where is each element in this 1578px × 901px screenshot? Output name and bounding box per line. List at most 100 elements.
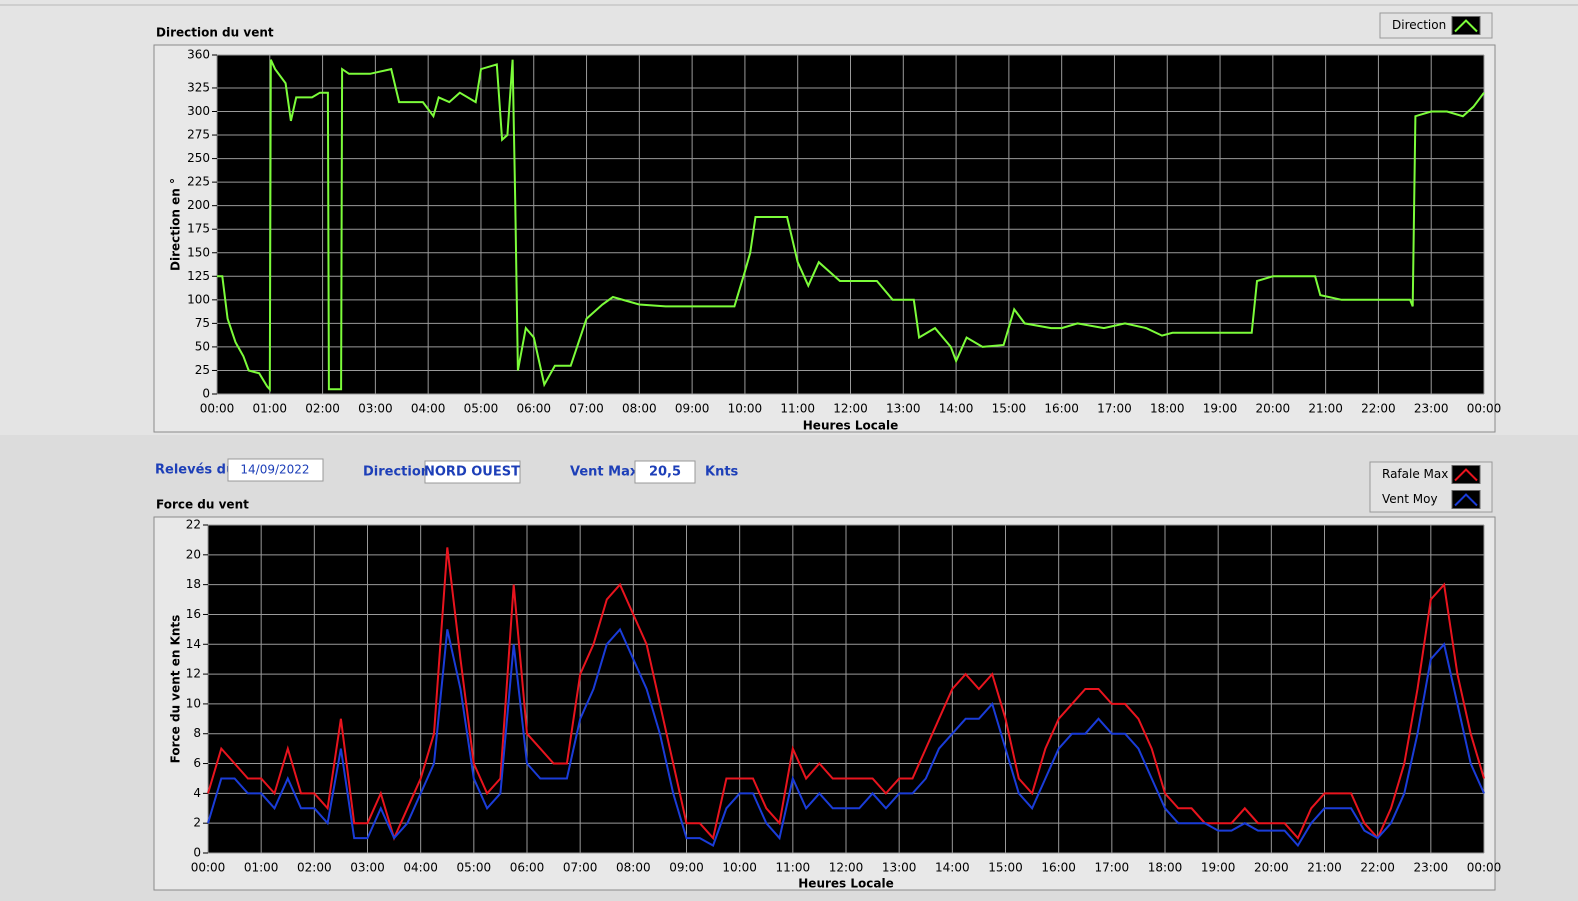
x-tick-label: 18:00 bbox=[1148, 861, 1183, 875]
y-tick-label: 10 bbox=[186, 696, 201, 710]
date-value: 14/09/2022 bbox=[240, 463, 309, 477]
y-tick-label: 225 bbox=[187, 175, 210, 189]
x-tick-label: 21:00 bbox=[1308, 402, 1343, 416]
series-line bbox=[207, 627, 1485, 848]
x-tick-label: 04:00 bbox=[403, 861, 438, 875]
x-tick-label: 20:00 bbox=[1254, 861, 1289, 875]
x-tick-label: 06:00 bbox=[516, 402, 551, 416]
legend-line bbox=[1454, 19, 1478, 33]
x-tick-label: 03:00 bbox=[350, 861, 385, 875]
vent-max-field[interactable] bbox=[634, 460, 696, 484]
x-tick-label: 11:00 bbox=[780, 402, 815, 416]
legend-label: Direction bbox=[1392, 18, 1446, 32]
series-line bbox=[207, 547, 1485, 841]
date-label: Relevés du bbox=[155, 463, 235, 478]
y-axis-label: Force du vent en Knts bbox=[169, 615, 183, 764]
x-tick-label: 19:00 bbox=[1203, 402, 1238, 416]
x-tick-label: 14:00 bbox=[935, 861, 970, 875]
y-tick-label: 300 bbox=[187, 104, 210, 118]
legend-line bbox=[1454, 493, 1478, 507]
y-tick-label: 125 bbox=[187, 269, 210, 283]
x-tick-label: 00:00 bbox=[1467, 402, 1502, 416]
x-tick-label: 22:00 bbox=[1361, 402, 1396, 416]
y-tick-label: 275 bbox=[187, 128, 210, 142]
x-tick-label: 00:00 bbox=[191, 861, 226, 875]
unit-label: Knts bbox=[705, 465, 739, 480]
legend-swatch bbox=[1451, 16, 1481, 35]
x-tick-label: 02:00 bbox=[305, 402, 340, 416]
x-tick-label: 10:00 bbox=[722, 861, 757, 875]
direction-value: NORD OUEST bbox=[424, 465, 520, 480]
x-tick-label: 12:00 bbox=[833, 402, 868, 416]
y-tick-label: 200 bbox=[187, 198, 210, 212]
x-axis-label: Heures Locale bbox=[803, 419, 898, 433]
y-tick-label: 22 bbox=[186, 518, 201, 532]
series-line bbox=[217, 59, 1485, 392]
vent-max-value: 20,5 bbox=[649, 465, 681, 480]
chart-title: Direction du vent bbox=[156, 26, 274, 40]
x-tick-label: 11:00 bbox=[776, 861, 811, 875]
x-tick-label: 19:00 bbox=[1201, 861, 1236, 875]
y-tick-label: 14 bbox=[186, 637, 201, 651]
x-tick-label: 07:00 bbox=[563, 861, 598, 875]
x-tick-label: 22:00 bbox=[1360, 861, 1395, 875]
y-tick-label: 16 bbox=[186, 607, 201, 621]
y-tick-label: 18 bbox=[186, 577, 201, 591]
legend-line bbox=[1454, 468, 1478, 482]
x-tick-label: 00:00 bbox=[1467, 861, 1502, 875]
x-tick-label: 08:00 bbox=[616, 861, 651, 875]
x-tick-label: 09:00 bbox=[669, 861, 704, 875]
x-tick-label: 14:00 bbox=[939, 402, 974, 416]
y-tick-label: 100 bbox=[187, 292, 210, 306]
x-tick-label: 18:00 bbox=[1150, 402, 1185, 416]
y-tick-label: 20 bbox=[186, 547, 201, 561]
x-tick-label: 15:00 bbox=[988, 861, 1023, 875]
y-tick-label: 50 bbox=[195, 339, 210, 353]
y-tick-label: 150 bbox=[187, 245, 210, 259]
y-tick-label: 250 bbox=[187, 151, 210, 165]
x-tick-label: 01:00 bbox=[244, 861, 279, 875]
chart-title: Force du vent bbox=[156, 498, 249, 512]
legend-label: Rafale Max bbox=[1382, 467, 1448, 481]
y-axis-label: Direction en ° bbox=[169, 178, 183, 271]
y-tick-label: 0 bbox=[193, 846, 201, 860]
direction-label: Direction bbox=[363, 465, 430, 480]
x-axis-label: Heures Locale bbox=[798, 877, 893, 891]
x-tick-label: 08:00 bbox=[622, 402, 657, 416]
x-tick-label: 07:00 bbox=[569, 402, 604, 416]
x-tick-label: 20:00 bbox=[1256, 402, 1291, 416]
date-field[interactable] bbox=[227, 458, 324, 482]
x-tick-label: 16:00 bbox=[1041, 861, 1076, 875]
x-tick-label: 13:00 bbox=[886, 402, 921, 416]
y-tick-label: 325 bbox=[187, 80, 210, 94]
x-tick-label: 10:00 bbox=[728, 402, 763, 416]
y-tick-label: 360 bbox=[187, 48, 210, 62]
legend-swatch bbox=[1451, 465, 1481, 484]
x-tick-label: 17:00 bbox=[1095, 861, 1130, 875]
legend-swatch bbox=[1451, 490, 1481, 509]
x-tick-label: 16:00 bbox=[1044, 402, 1079, 416]
direction-field[interactable] bbox=[424, 460, 521, 484]
x-tick-label: 23:00 bbox=[1414, 861, 1449, 875]
x-tick-label: 03:00 bbox=[358, 402, 393, 416]
x-tick-label: 09:00 bbox=[675, 402, 710, 416]
x-tick-label: 05:00 bbox=[457, 861, 492, 875]
y-tick-label: 4 bbox=[193, 786, 201, 800]
vent-max-label: Vent Max bbox=[570, 465, 639, 480]
y-tick-label: 6 bbox=[193, 756, 201, 770]
x-tick-label: 02:00 bbox=[297, 861, 332, 875]
x-tick-label: 23:00 bbox=[1414, 402, 1449, 416]
y-tick-label: 175 bbox=[187, 222, 210, 236]
x-tick-label: 06:00 bbox=[510, 861, 545, 875]
x-tick-label: 13:00 bbox=[882, 861, 917, 875]
y-tick-label: 12 bbox=[186, 667, 201, 681]
y-tick-label: 75 bbox=[195, 316, 210, 330]
x-tick-label: 04:00 bbox=[411, 402, 446, 416]
x-tick-label: 17:00 bbox=[1097, 402, 1132, 416]
x-tick-label: 15:00 bbox=[992, 402, 1027, 416]
x-tick-label: 00:00 bbox=[200, 402, 235, 416]
x-tick-label: 21:00 bbox=[1307, 861, 1342, 875]
x-tick-label: 12:00 bbox=[829, 861, 864, 875]
y-tick-label: 0 bbox=[202, 387, 210, 401]
